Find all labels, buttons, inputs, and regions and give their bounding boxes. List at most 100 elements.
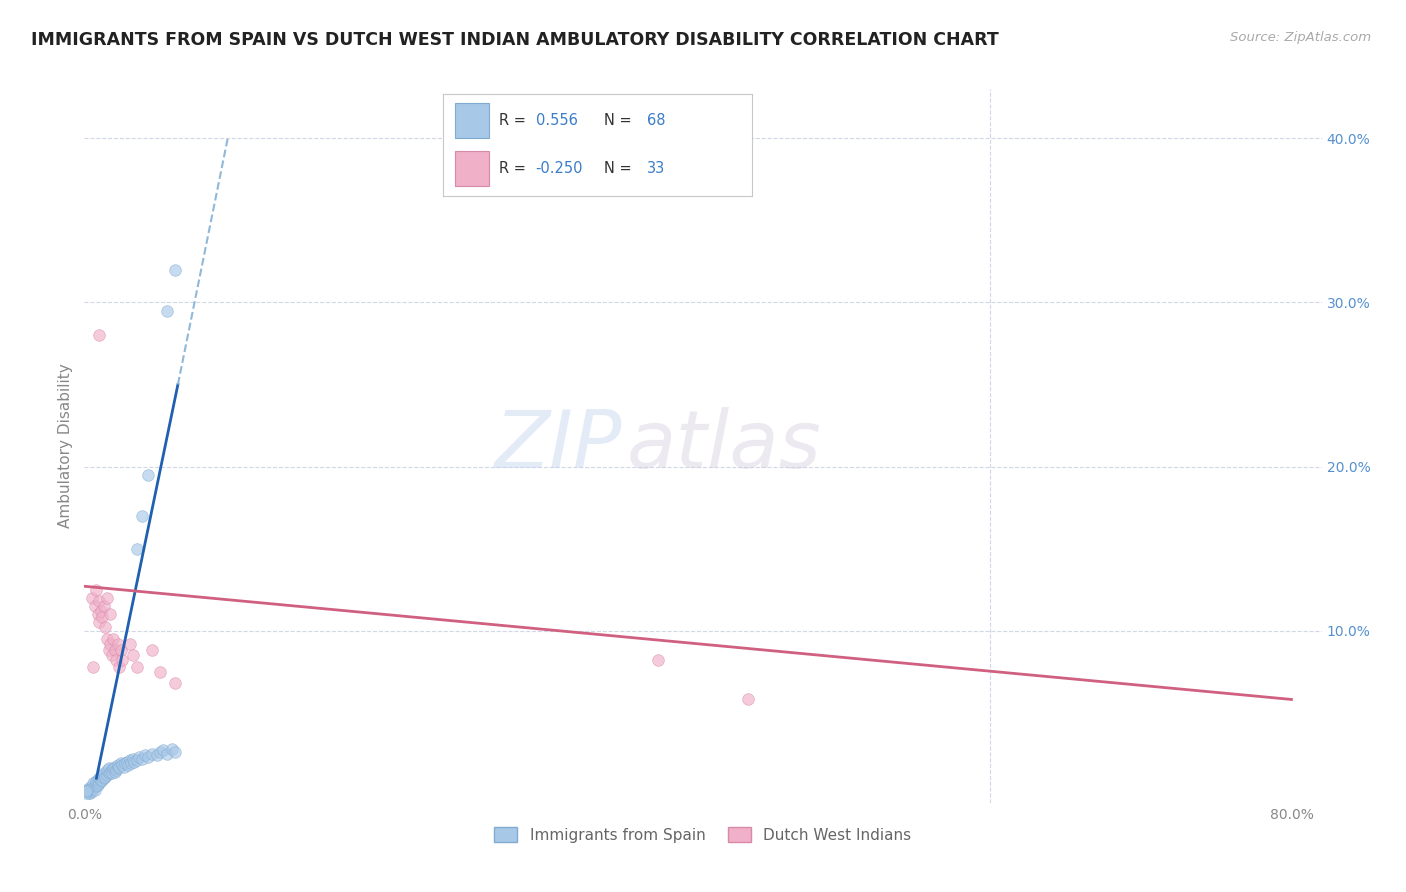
Point	[75, 786, 97, 800]
Point	[94, 620, 117, 634]
Point	[146, 748, 169, 763]
Point	[114, 756, 136, 771]
Point	[96, 763, 118, 777]
Point	[127, 753, 149, 767]
Point	[121, 648, 143, 662]
Point	[82, 780, 104, 795]
Point	[131, 508, 153, 523]
Point	[107, 637, 129, 651]
Text: Source: ZipAtlas.com: Source: ZipAtlas.com	[1230, 31, 1371, 45]
Point	[96, 768, 118, 782]
Point	[93, 599, 115, 613]
Point	[90, 604, 112, 618]
Point	[89, 594, 111, 608]
Point	[105, 763, 128, 777]
Point	[103, 764, 125, 779]
Point	[80, 784, 103, 798]
Point	[79, 786, 101, 800]
Point	[86, 774, 108, 789]
Text: 68: 68	[647, 112, 665, 128]
Point	[737, 692, 759, 706]
Point	[163, 262, 186, 277]
Text: N =: N =	[603, 161, 636, 176]
Point	[141, 747, 163, 761]
Point	[115, 755, 138, 769]
Point	[82, 659, 104, 673]
Point	[118, 637, 141, 651]
Point	[96, 591, 118, 605]
Bar	[456, 103, 489, 137]
Point	[149, 745, 172, 759]
Point	[103, 643, 125, 657]
Point	[647, 653, 669, 667]
Point	[156, 303, 179, 318]
Text: atlas: atlas	[626, 407, 821, 485]
Point	[127, 541, 149, 556]
Point	[108, 760, 131, 774]
Point	[160, 741, 183, 756]
Point	[98, 637, 121, 651]
Point	[84, 782, 107, 797]
Point	[79, 782, 101, 797]
Point	[110, 756, 132, 771]
Point	[134, 748, 156, 763]
Point	[82, 776, 104, 790]
Point	[86, 780, 108, 794]
Point	[101, 632, 124, 646]
Point	[149, 665, 172, 679]
Point	[121, 751, 143, 765]
Bar	[456, 151, 489, 186]
Point	[117, 758, 139, 772]
Point	[91, 772, 114, 787]
Point	[110, 643, 132, 657]
Point	[120, 756, 142, 771]
Text: ZIP: ZIP	[495, 407, 623, 485]
Point	[152, 743, 174, 757]
Point	[84, 778, 107, 792]
Text: -0.250: -0.250	[536, 161, 583, 176]
Point	[163, 745, 186, 759]
Text: IMMIGRANTS FROM SPAIN VS DUTCH WEST INDIAN AMBULATORY DISABILITY CORRELATION CHA: IMMIGRANTS FROM SPAIN VS DUTCH WEST INDI…	[31, 31, 998, 49]
Point	[75, 784, 97, 798]
Point	[100, 763, 122, 777]
Point	[118, 753, 141, 767]
Point	[111, 758, 134, 772]
Point	[101, 761, 124, 775]
Point	[136, 750, 159, 764]
Point	[112, 760, 135, 774]
Point	[122, 755, 145, 769]
Y-axis label: Ambulatory Disability: Ambulatory Disability	[58, 364, 73, 528]
Text: N =: N =	[603, 112, 636, 128]
Point	[93, 771, 115, 785]
Point	[84, 599, 107, 613]
Point	[105, 653, 128, 667]
Point	[108, 659, 131, 673]
Point	[97, 766, 120, 780]
Point	[89, 776, 111, 790]
Point	[136, 467, 159, 482]
Text: R =: R =	[499, 112, 530, 128]
Point	[87, 607, 110, 622]
Point	[156, 747, 179, 761]
Point	[90, 770, 112, 784]
Point	[111, 653, 134, 667]
Point	[86, 582, 108, 597]
Point	[77, 786, 100, 800]
Point	[128, 750, 150, 764]
Point	[89, 615, 111, 630]
Point	[141, 643, 163, 657]
Point	[89, 771, 111, 785]
Point	[80, 780, 103, 794]
Point	[91, 768, 114, 782]
Point	[163, 676, 186, 690]
Point	[98, 764, 121, 779]
Point	[107, 761, 129, 775]
Point	[127, 659, 149, 673]
Point	[77, 780, 100, 795]
Point	[76, 784, 98, 798]
Point	[103, 760, 125, 774]
Point	[100, 766, 122, 780]
Point	[93, 766, 115, 780]
Point	[100, 648, 122, 662]
Point	[89, 328, 111, 343]
